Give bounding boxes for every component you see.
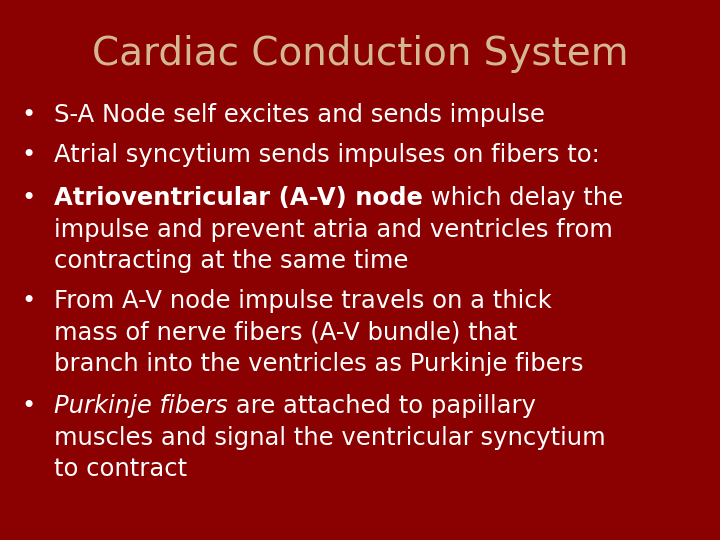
Text: Cardiac Conduction System: Cardiac Conduction System — [91, 35, 629, 73]
Text: Atrioventricular (A-V) node: Atrioventricular (A-V) node — [54, 186, 423, 210]
Text: are attached to papillary: are attached to papillary — [228, 394, 536, 418]
Text: S-A Node self excites and sends impulse: S-A Node self excites and sends impulse — [54, 103, 545, 126]
Text: Purkinje fibers: Purkinje fibers — [54, 394, 228, 418]
Text: branch into the ventricles as Purkinje fibers: branch into the ventricles as Purkinje f… — [54, 352, 583, 375]
Text: •: • — [22, 143, 36, 167]
Text: to contract: to contract — [54, 457, 187, 481]
Text: contracting at the same time: contracting at the same time — [54, 249, 408, 273]
Text: •: • — [22, 289, 36, 313]
Text: muscles and signal the ventricular syncytium: muscles and signal the ventricular syncy… — [54, 426, 606, 449]
Text: mass of nerve fibers (A-V bundle) that: mass of nerve fibers (A-V bundle) that — [54, 320, 518, 344]
Text: which delay the: which delay the — [423, 186, 623, 210]
Text: •: • — [22, 186, 36, 210]
Text: •: • — [22, 394, 36, 418]
Text: impulse and prevent atria and ventricles from: impulse and prevent atria and ventricles… — [54, 218, 613, 241]
Text: Atrial syncytium sends impulses on fibers to:: Atrial syncytium sends impulses on fiber… — [54, 143, 600, 167]
Text: •: • — [22, 103, 36, 126]
Text: From A-V node impulse travels on a thick: From A-V node impulse travels on a thick — [54, 289, 552, 313]
